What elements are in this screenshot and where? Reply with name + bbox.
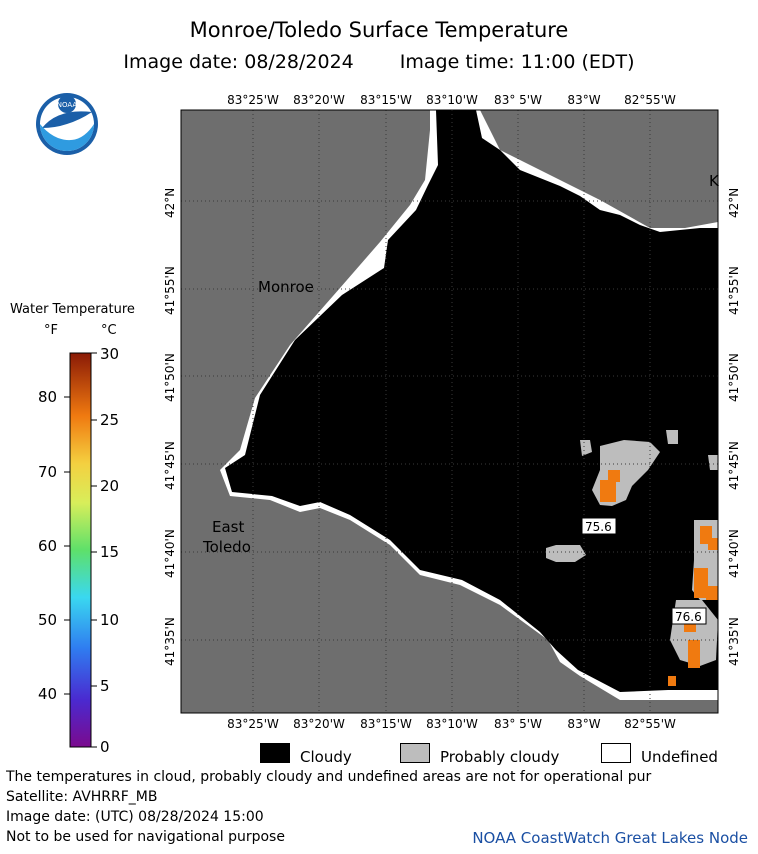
noaa-logo-text: NOAA (57, 101, 78, 109)
c-tick-0: 0 (100, 738, 110, 756)
temp-label-1: 75.6 (585, 520, 612, 534)
c-tick-30: 30 (100, 345, 120, 363)
unit-fahrenheit: °F (44, 323, 58, 338)
footer-disclaimer: The temperatures in cloud, probably clou… (6, 769, 652, 785)
c-tick-5: 5 (100, 677, 110, 695)
key-label-probably-cloudy: Probably cloudy (440, 748, 560, 766)
cloudy-water (225, 110, 718, 692)
lat-label-right-5: 41°40'N (727, 529, 741, 578)
place-label-toledo: Toledo (202, 538, 251, 556)
footer-utc-date: Image date: (UTC) 08/28/2024 15:00 (6, 809, 264, 825)
image-date: Image date: 08/28/2024 (123, 51, 354, 73)
temp-label-2: 76.6 (675, 610, 702, 624)
graticule (181, 110, 718, 713)
lon-label-bottom-4: 83°10'W (426, 717, 478, 731)
key-swatch-probably-cloudy (400, 743, 430, 763)
footer-satellite: Satellite: AVHRRF_MB (6, 789, 158, 805)
lat-label-right-6: 41°35'N (727, 617, 741, 666)
image-time: Image time: 11:00 (EDT) (399, 51, 635, 73)
lat-label-right-1: 42°N (727, 187, 741, 218)
lat-label-left-4: 41°45'N (163, 441, 177, 490)
lat-label-right-4: 41°45'N (727, 441, 741, 490)
lon-label-bottom-2: 83°20'W (293, 717, 345, 731)
c-tick-15: 15 (100, 543, 120, 561)
lon-label-top-7: 82°55'W (624, 93, 676, 107)
lon-label-top-6: 83°W (567, 93, 601, 107)
place-label-monroe: Monroe (258, 278, 314, 296)
unit-celsius: °C (101, 323, 117, 338)
lon-label-bottom-1: 83°25'W (227, 717, 279, 731)
lon-label-top-3: 83°15'W (360, 93, 412, 107)
map-title: Monroe/Toledo Surface Temperature (189, 18, 569, 42)
lon-label-bottom-3: 83°15'W (360, 717, 412, 731)
c-tick-25: 25 (100, 411, 120, 429)
map-frame (180, 109, 719, 714)
lat-label-left-5: 41°40'N (163, 529, 177, 578)
lat-label-left-2: 41°55'N (163, 266, 177, 315)
lat-label-right-3: 41°50'N (727, 353, 741, 402)
colorbar-ticks (64, 352, 97, 748)
c-tick-10: 10 (100, 611, 120, 629)
temperature-colorbar (69, 352, 92, 748)
place-label-k: K (709, 172, 720, 190)
lon-label-top-2: 83°20'W (293, 93, 345, 107)
lon-label-top-4: 83°10'W (426, 93, 478, 107)
lat-label-left-1: 42°N (163, 187, 177, 218)
temp-label-box-2 (671, 607, 707, 625)
legend-title: Water Temperature (10, 302, 135, 317)
image-datetime: Image date: 08/28/2024 Image time: 11:00… (0, 51, 758, 73)
lon-label-bottom-6: 83°W (567, 717, 601, 731)
key-label-cloudy: Cloudy (300, 748, 352, 766)
key-label-undefined: Undefined (641, 748, 718, 766)
lon-label-bottom-7: 82°55'W (624, 717, 676, 731)
lat-label-left-3: 41°50'N (163, 353, 177, 402)
noaa-logo: NOAA (36, 93, 98, 155)
lon-label-top-1: 83°25'W (227, 93, 279, 107)
footer-navigation: Not to be used for navigational purpose (6, 829, 285, 845)
lon-label-top-5: 83° 5'W (494, 93, 542, 107)
key-swatch-undefined (601, 743, 631, 763)
temp-label-box-1 (581, 517, 617, 535)
c-tick-20: 20 (100, 477, 120, 495)
key-swatch-cloudy (260, 743, 290, 763)
lon-label-bottom-5: 83° 5'W (494, 717, 542, 731)
place-label-east: East (212, 518, 244, 536)
footer-credit: NOAA CoastWatch Great Lakes Node (472, 829, 748, 847)
lat-label-right-2: 41°55'N (727, 266, 741, 315)
lat-label-left-6: 41°35'N (163, 617, 177, 666)
